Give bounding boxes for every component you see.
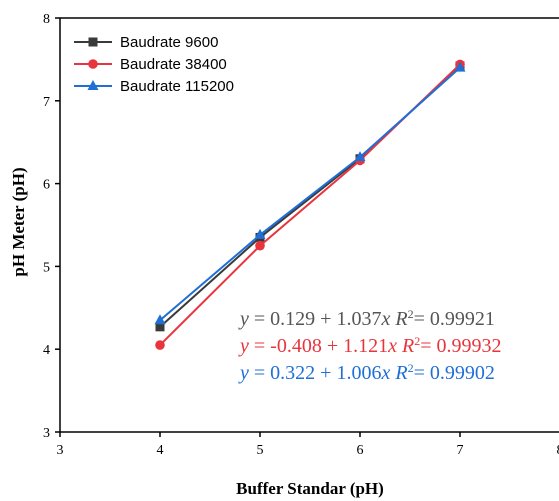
x-tick-label: 6 (357, 443, 364, 458)
legend: Baudrate 9600 Baudrate 38400 Baudrate 1152… (74, 34, 234, 95)
legend-label: Baudrate 38400 (120, 56, 227, 73)
x-tick-label: 4 (157, 443, 164, 458)
data-point (255, 240, 265, 251)
legend-item: Baudrate 115200 (74, 78, 234, 95)
x-tick-label: 5 (257, 443, 264, 458)
data-point (154, 314, 166, 325)
legend-item: Baudrate 38400 (74, 56, 227, 73)
data-point (254, 228, 266, 239)
legend-marker (87, 80, 99, 90)
equation-1: y = 0.129 + 1.037x R2= 0.99921 (238, 307, 495, 330)
y-tick-label: 3 (43, 426, 50, 441)
x-axis-title: Buffer Standar (pH) (236, 479, 384, 498)
series-line (159, 66, 461, 321)
series-line (159, 63, 461, 346)
ticks: 3 4 5 6 7 8 3 4 5 6 7 8 (43, 12, 559, 458)
legend-label: Baudrate 115200 (120, 78, 234, 95)
axes (59, 17, 559, 433)
x-tick-label: 7 (457, 443, 464, 458)
series-2 (155, 59, 465, 350)
data-point (155, 340, 165, 350)
equations: y = 0.129 + 1.037x R2= 0.99921 y = -0.408… (238, 307, 502, 384)
y-tick-label: 4 (43, 343, 50, 358)
legend-marker (88, 59, 98, 69)
equation-2: y = -0.408 + 1.121x R2= 0.99932 (238, 334, 502, 357)
data-point (155, 322, 165, 332)
x-tick-label: 8 (557, 443, 559, 458)
equation-3: y = 0.322 + 1.006x R2= 0.99902 (238, 361, 495, 384)
series-3 (154, 61, 466, 325)
y-tick-label: 8 (43, 12, 50, 27)
legend-marker (88, 37, 98, 47)
data-point (354, 151, 366, 162)
series-group (154, 59, 466, 350)
y-tick-label: 7 (43, 95, 50, 110)
x-tick-label: 3 (57, 443, 64, 458)
y-axis-title: pH Meter (pH) (9, 167, 28, 276)
data-point (454, 61, 466, 72)
legend-item: Baudrate 9600 (74, 34, 218, 51)
legend-label: Baudrate 9600 (120, 34, 218, 51)
y-tick-label: 5 (43, 260, 50, 275)
y-tick-label: 6 (43, 178, 50, 193)
